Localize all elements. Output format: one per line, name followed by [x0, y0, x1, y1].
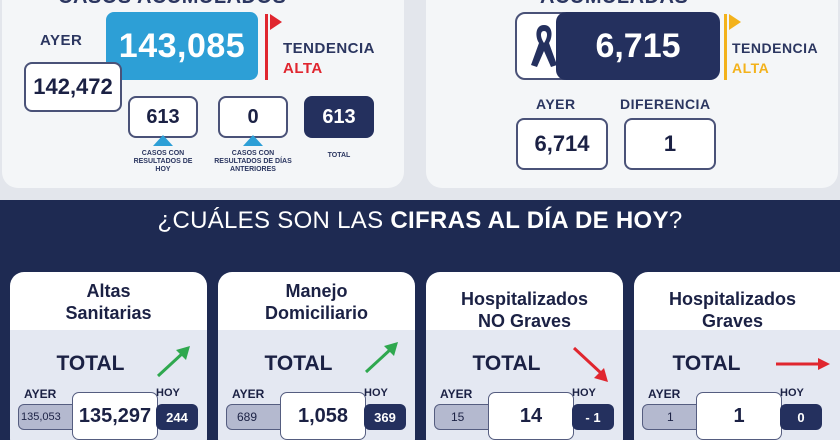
- card-title: Hospitalizados Graves: [668, 289, 797, 331]
- defunciones-total: 6,715: [556, 12, 720, 80]
- casos-hoy-value: 613: [128, 96, 198, 138]
- trend-up-green-icon: [364, 342, 398, 374]
- card-total-label: TOTAL: [672, 352, 741, 375]
- trend-flat-red-icon: [776, 358, 830, 370]
- card-total-value: 1,058: [280, 392, 366, 440]
- tendencia-value-right: ALTA: [732, 60, 770, 76]
- card-total-value: 1: [696, 392, 782, 440]
- ayer-label: AYER: [40, 32, 83, 49]
- card-hospitalizados-graves: Hospitalizados Graves TOTAL AYER HOY 1 1 …: [634, 272, 840, 440]
- casos-total-caption: TOTAL: [327, 152, 351, 159]
- card-hoy-label: HOY: [364, 387, 388, 399]
- card-hoy-label: HOY: [156, 387, 180, 399]
- trend-up-green-icon: [156, 346, 190, 378]
- mourning-ribbon-icon: [531, 25, 557, 67]
- tendencia-label-right: TENDENCIA: [732, 40, 819, 56]
- card-hoy-value: - 1: [572, 404, 614, 430]
- banner-suffix: ?: [668, 207, 683, 234]
- trend-flag-red-icon: [270, 14, 282, 30]
- card-ayer-label: AYER: [24, 387, 57, 401]
- casos-total-value: 613: [304, 96, 374, 138]
- card-ayer-label: AYER: [440, 387, 473, 401]
- defunciones-diferencia-value: 1: [624, 118, 716, 170]
- pointer-up-icon: [153, 135, 173, 146]
- casos-hoy-caption: CASOS CON RESULTADOS DE HOY: [133, 150, 193, 173]
- card-total-label: TOTAL: [264, 352, 333, 375]
- card-total-value: 135,297: [72, 392, 158, 440]
- casos-acumulados-title: CASOS ACUMULADOS: [58, 0, 286, 9]
- pointer-up-icon: [243, 135, 263, 146]
- casos-ayer-value: 142,472: [24, 62, 122, 112]
- banner-bold: CIFRAS AL DÍA DE HOY: [390, 207, 669, 234]
- card-hoy-value: 369: [364, 404, 406, 430]
- trend-bar-yellow: [724, 14, 727, 80]
- casos-acumulados-total: 143,085: [106, 12, 258, 80]
- card-total-value: 14: [488, 392, 574, 440]
- card-manejo-domiciliario: Manejo Domiciliario TOTAL AYER HOY 689 1,…: [218, 272, 415, 440]
- cifras-banner: ¿CUÁLES SON LAS CIFRAS AL DÍA DE HOY?: [0, 207, 840, 235]
- casos-anteriores-caption: CASOS CON RESULTADOS DE DÍAS ANTERIORES: [214, 150, 292, 173]
- card-ayer-label: AYER: [232, 387, 265, 401]
- diferencia-label: DIFERENCIA: [620, 96, 711, 112]
- card-altas-sanitarias: Altas Sanitarias TOTAL AYER HOY 135,053 1…: [10, 272, 207, 440]
- card-total-label: TOTAL: [472, 352, 541, 375]
- ayer-label-right: AYER: [536, 96, 576, 112]
- trend-bar-red: [265, 14, 268, 80]
- trend-down-red-icon: [572, 346, 608, 382]
- card-ayer-label: AYER: [648, 387, 681, 401]
- casos-anteriores-value: 0: [218, 96, 288, 138]
- card-hoy-value: 244: [156, 404, 198, 430]
- banner-prefix: ¿CUÁLES SON LAS: [157, 207, 391, 234]
- trend-flag-yellow-icon: [729, 14, 741, 30]
- card-hoy-value: 0: [780, 404, 822, 430]
- tendencia-label-left: TENDENCIA: [283, 40, 376, 57]
- card-total-label: TOTAL: [56, 352, 125, 375]
- card-hoy-label: HOY: [780, 387, 804, 399]
- card-title: Manejo Domiciliario: [264, 281, 369, 323]
- card-title: Altas Sanitarias: [65, 281, 152, 323]
- defunciones-ayer-value: 6,714: [516, 118, 608, 170]
- card-hospitalizados-no-graves: Hospitalizados NO Graves TOTAL AYER HOY 1…: [426, 272, 623, 440]
- tendencia-value-left: ALTA: [283, 60, 323, 77]
- defunciones-title: ACUMULADAS: [540, 0, 688, 9]
- card-title: Hospitalizados NO Graves: [460, 289, 589, 331]
- card-hoy-label: HOY: [572, 387, 596, 399]
